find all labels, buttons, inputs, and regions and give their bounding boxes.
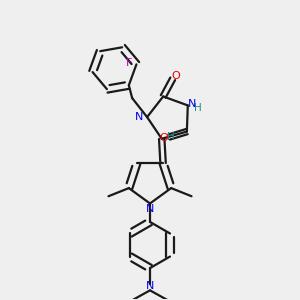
Text: H: H xyxy=(194,103,202,112)
Text: N: N xyxy=(146,281,154,291)
Text: H: H xyxy=(167,132,174,142)
Text: O: O xyxy=(159,134,168,143)
Text: O: O xyxy=(172,71,180,81)
Text: N: N xyxy=(135,112,144,122)
Text: F: F xyxy=(126,58,132,68)
Text: N: N xyxy=(146,205,155,214)
Text: N: N xyxy=(188,99,196,109)
